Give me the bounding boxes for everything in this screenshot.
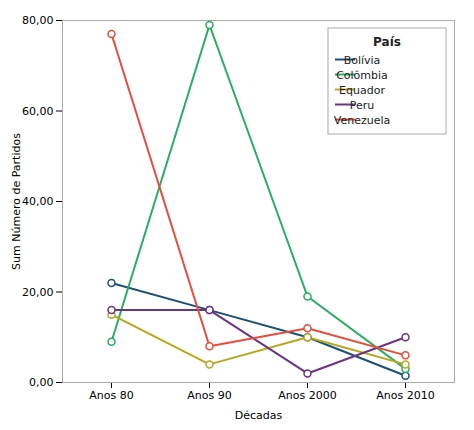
svg-text:Anos 2000: Anos 2000 [278,389,336,402]
svg-text:Décadas: Décadas [235,409,283,422]
svg-text:Peru: Peru [350,99,375,112]
svg-text:Anos 80: Anos 80 [89,389,133,402]
svg-text:0,00: 0,00 [29,376,54,389]
svg-text:Bolívia: Bolívia [344,54,381,67]
svg-text:60,00: 60,00 [22,105,54,118]
svg-text:Sum Número de Partidos: Sum Número de Partidos [10,133,23,270]
svg-text:Venezuela: Venezuela [334,114,391,127]
svg-text:País: País [373,35,401,49]
svg-text:Colômbia: Colômbia [336,69,388,82]
svg-text:40,00: 40,00 [22,195,54,208]
svg-text:Anos 90: Anos 90 [187,389,231,402]
svg-text:80,00: 80,00 [22,14,54,27]
svg-text:Anos 2010: Anos 2010 [376,389,434,402]
svg-text:20,00: 20,00 [22,286,54,299]
svg-text:Equador: Equador [339,84,385,97]
